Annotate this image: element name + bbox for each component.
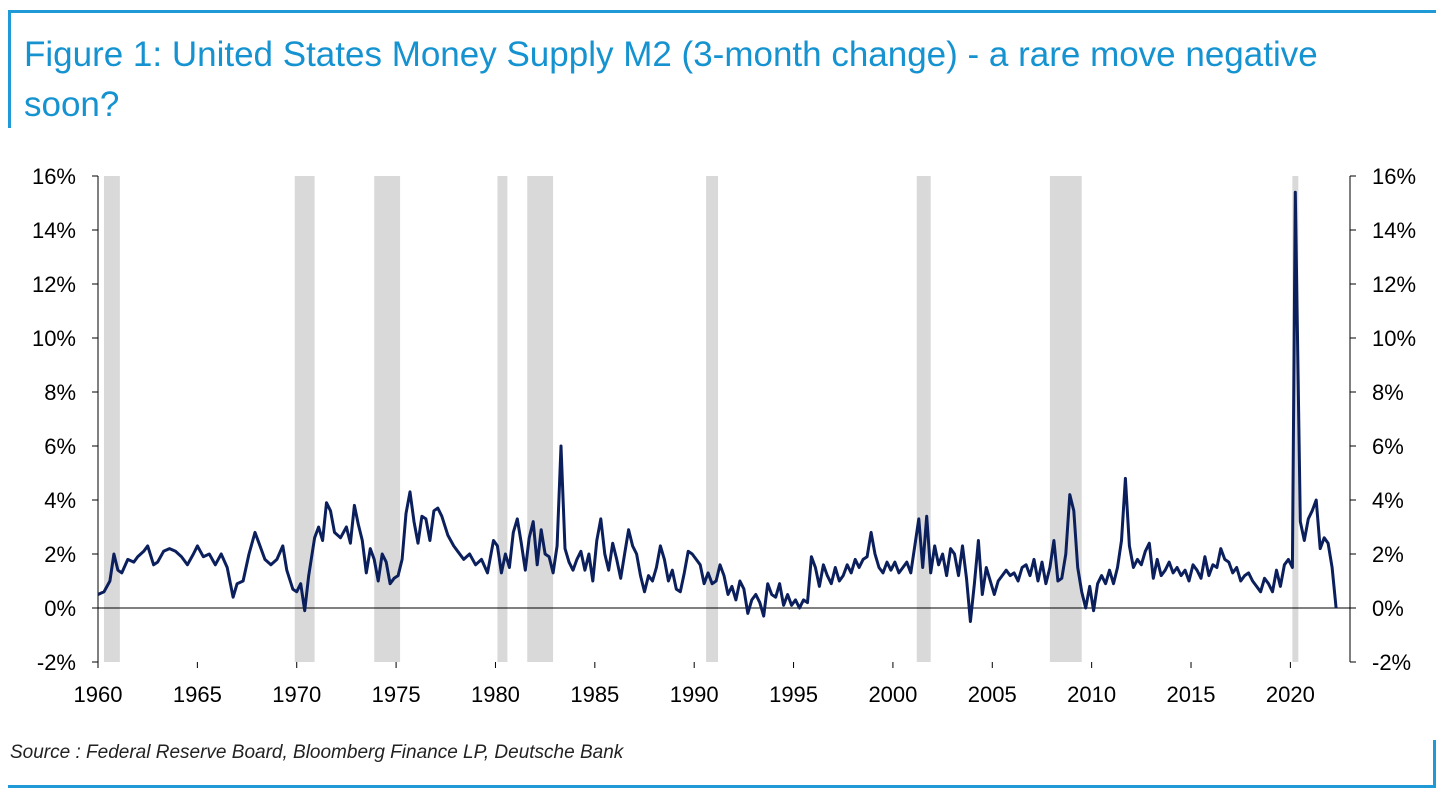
y-tick-label-left: 6%	[44, 434, 76, 459]
axes-group: -2% 0% 2% 4% 6% 8% 10% 12% 14% 16% -2% 0% 2% 4% 6% 8% 10…	[32, 164, 1416, 707]
y-tick-label-right: 0%	[1372, 596, 1404, 621]
x-tick-label: 1975	[372, 682, 421, 707]
x-tick-label: 1970	[272, 682, 321, 707]
x-tick-label: 1960	[74, 682, 123, 707]
x-tick-label: 2020	[1266, 682, 1315, 707]
recession-band-0	[103, 176, 120, 662]
y-tick-label-left: 16%	[32, 164, 76, 189]
recession-band-5	[706, 176, 719, 662]
x-tick-label: 2010	[1067, 682, 1116, 707]
y-tick-label-right: 14%	[1372, 218, 1416, 243]
recession-shading-group	[103, 176, 1299, 662]
y-tick-label-left: 14%	[32, 218, 76, 243]
top-rule	[8, 10, 1436, 13]
x-tick-label: 1995	[769, 682, 818, 707]
x-tick-label: 2000	[868, 682, 917, 707]
y-tick-label-right: 12%	[1372, 272, 1416, 297]
bottom-accent-bar	[1433, 740, 1436, 788]
m2-3month-change-line	[97, 190, 1338, 623]
y-tick-label-left: 12%	[32, 272, 76, 297]
y-tick-label-right: 8%	[1372, 380, 1404, 405]
y-tick-label-left: 2%	[44, 542, 76, 567]
y-tick-label-left: 0%	[44, 596, 76, 621]
recession-band-2	[374, 176, 401, 662]
series-line-group	[97, 190, 1338, 623]
recession-band-6	[916, 176, 931, 662]
y-tick-label-right: -2%	[1372, 650, 1411, 675]
x-tick-label: 1965	[173, 682, 222, 707]
bottom-rule	[8, 785, 1436, 788]
title-accent-bar	[8, 13, 11, 128]
y-tick-label-right: 10%	[1372, 326, 1416, 351]
recession-band-7	[1049, 176, 1082, 662]
x-tick-label: 2005	[968, 682, 1017, 707]
x-tick-label: 1990	[670, 682, 719, 707]
y-tick-label-left: 10%	[32, 326, 76, 351]
y-tick-label-right: 2%	[1372, 542, 1404, 567]
recession-band-1	[294, 176, 315, 662]
x-tick-label: 1980	[471, 682, 520, 707]
x-tick-label: 2015	[1167, 682, 1216, 707]
x-tick-label: 1985	[570, 682, 619, 707]
chart-title: Figure 1: United States Money Supply M2 …	[24, 35, 1318, 124]
y-tick-label-left: 8%	[44, 380, 76, 405]
y-tick-label-right: 16%	[1372, 164, 1416, 189]
y-tick-label-left: 4%	[44, 488, 76, 513]
recession-band-3	[497, 176, 508, 662]
y-tick-label-left: -2%	[37, 650, 76, 675]
recession-band-4	[527, 176, 554, 662]
y-tick-label-right: 4%	[1372, 488, 1404, 513]
recession-band-8	[1292, 176, 1299, 662]
source-note: Source : Federal Reserve Board, Bloomber…	[10, 742, 624, 763]
y-tick-label-right: 6%	[1372, 434, 1404, 459]
